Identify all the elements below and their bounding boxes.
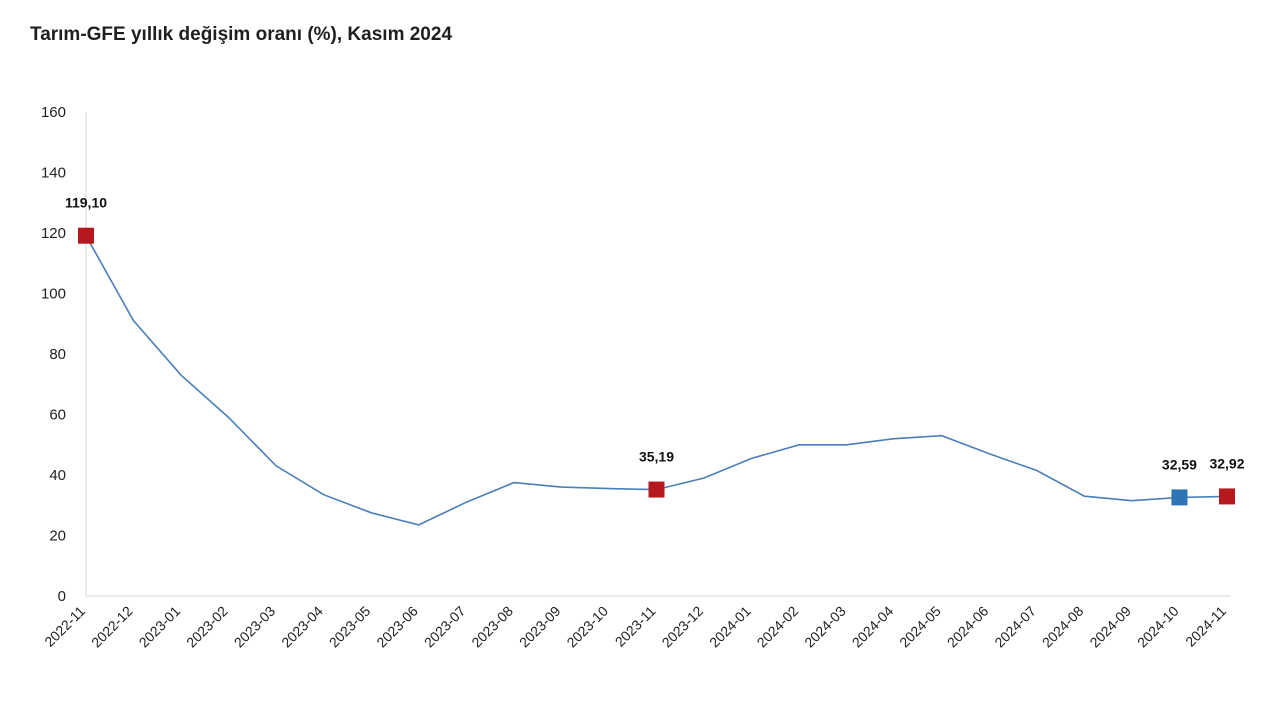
x-tick-label: 2023-09 — [516, 603, 564, 651]
y-tick-label: 0 — [58, 588, 66, 605]
y-tick-label: 60 — [49, 407, 66, 424]
x-tick-label: 2024-01 — [706, 603, 754, 651]
x-tick-label: 2023-01 — [136, 603, 184, 651]
x-tick-label: 2024-07 — [991, 603, 1039, 651]
data-point-marker — [1171, 489, 1188, 506]
x-tick-label: 2023-12 — [659, 603, 707, 651]
x-tick-label: 2024-08 — [1039, 603, 1087, 651]
x-tick-label: 2024-06 — [944, 603, 992, 651]
x-tick-label: 2024-11 — [1182, 603, 1229, 650]
x-tick-label: 2023-05 — [326, 603, 374, 651]
x-tick-label: 2024-04 — [849, 603, 897, 651]
data-point-marker — [1219, 488, 1235, 505]
y-tick-label: 40 — [49, 467, 66, 484]
chart-title: Tarım-GFE yıllık değişim oranı (%), Kası… — [30, 24, 453, 45]
data-point-marker — [648, 481, 665, 498]
x-tick-label: 2024-03 — [801, 603, 849, 651]
x-tick-label: 2023-02 — [183, 603, 231, 651]
x-tick-label: 2023-11 — [612, 603, 659, 650]
series-line — [85, 235, 1228, 526]
y-tick-label: 100 — [41, 286, 66, 303]
x-tick-label: 2024-09 — [1086, 603, 1134, 651]
x-tick-label: 2023-04 — [278, 603, 326, 651]
data-label: 35,19 — [639, 449, 674, 465]
data-point-marker — [78, 227, 94, 244]
x-tick-label: 2022-12 — [88, 603, 136, 651]
y-tick-label: 80 — [49, 346, 66, 363]
data-label: 32,92 — [1209, 455, 1244, 471]
x-tick-label: 2023-06 — [373, 603, 421, 651]
data-label: 32,59 — [1162, 456, 1197, 472]
y-tick-label: 20 — [49, 528, 66, 545]
x-tick-label: 2024-05 — [896, 603, 944, 651]
y-tick-label: 120 — [41, 225, 66, 242]
x-tick-label: 2023-08 — [468, 603, 516, 651]
x-tick-label: 2023-07 — [421, 603, 469, 651]
x-tick-label: 2023-10 — [563, 603, 611, 651]
x-tick-label: 2024-10 — [1134, 603, 1182, 651]
y-tick-label: 140 — [41, 165, 66, 182]
y-tick-label: 160 — [41, 104, 66, 121]
x-tick-label: 2023-03 — [231, 603, 279, 651]
x-tick-label: 2022-11 — [41, 603, 88, 650]
data-label: 119,10 — [65, 195, 107, 211]
x-tick-label: 2024-02 — [754, 603, 802, 651]
